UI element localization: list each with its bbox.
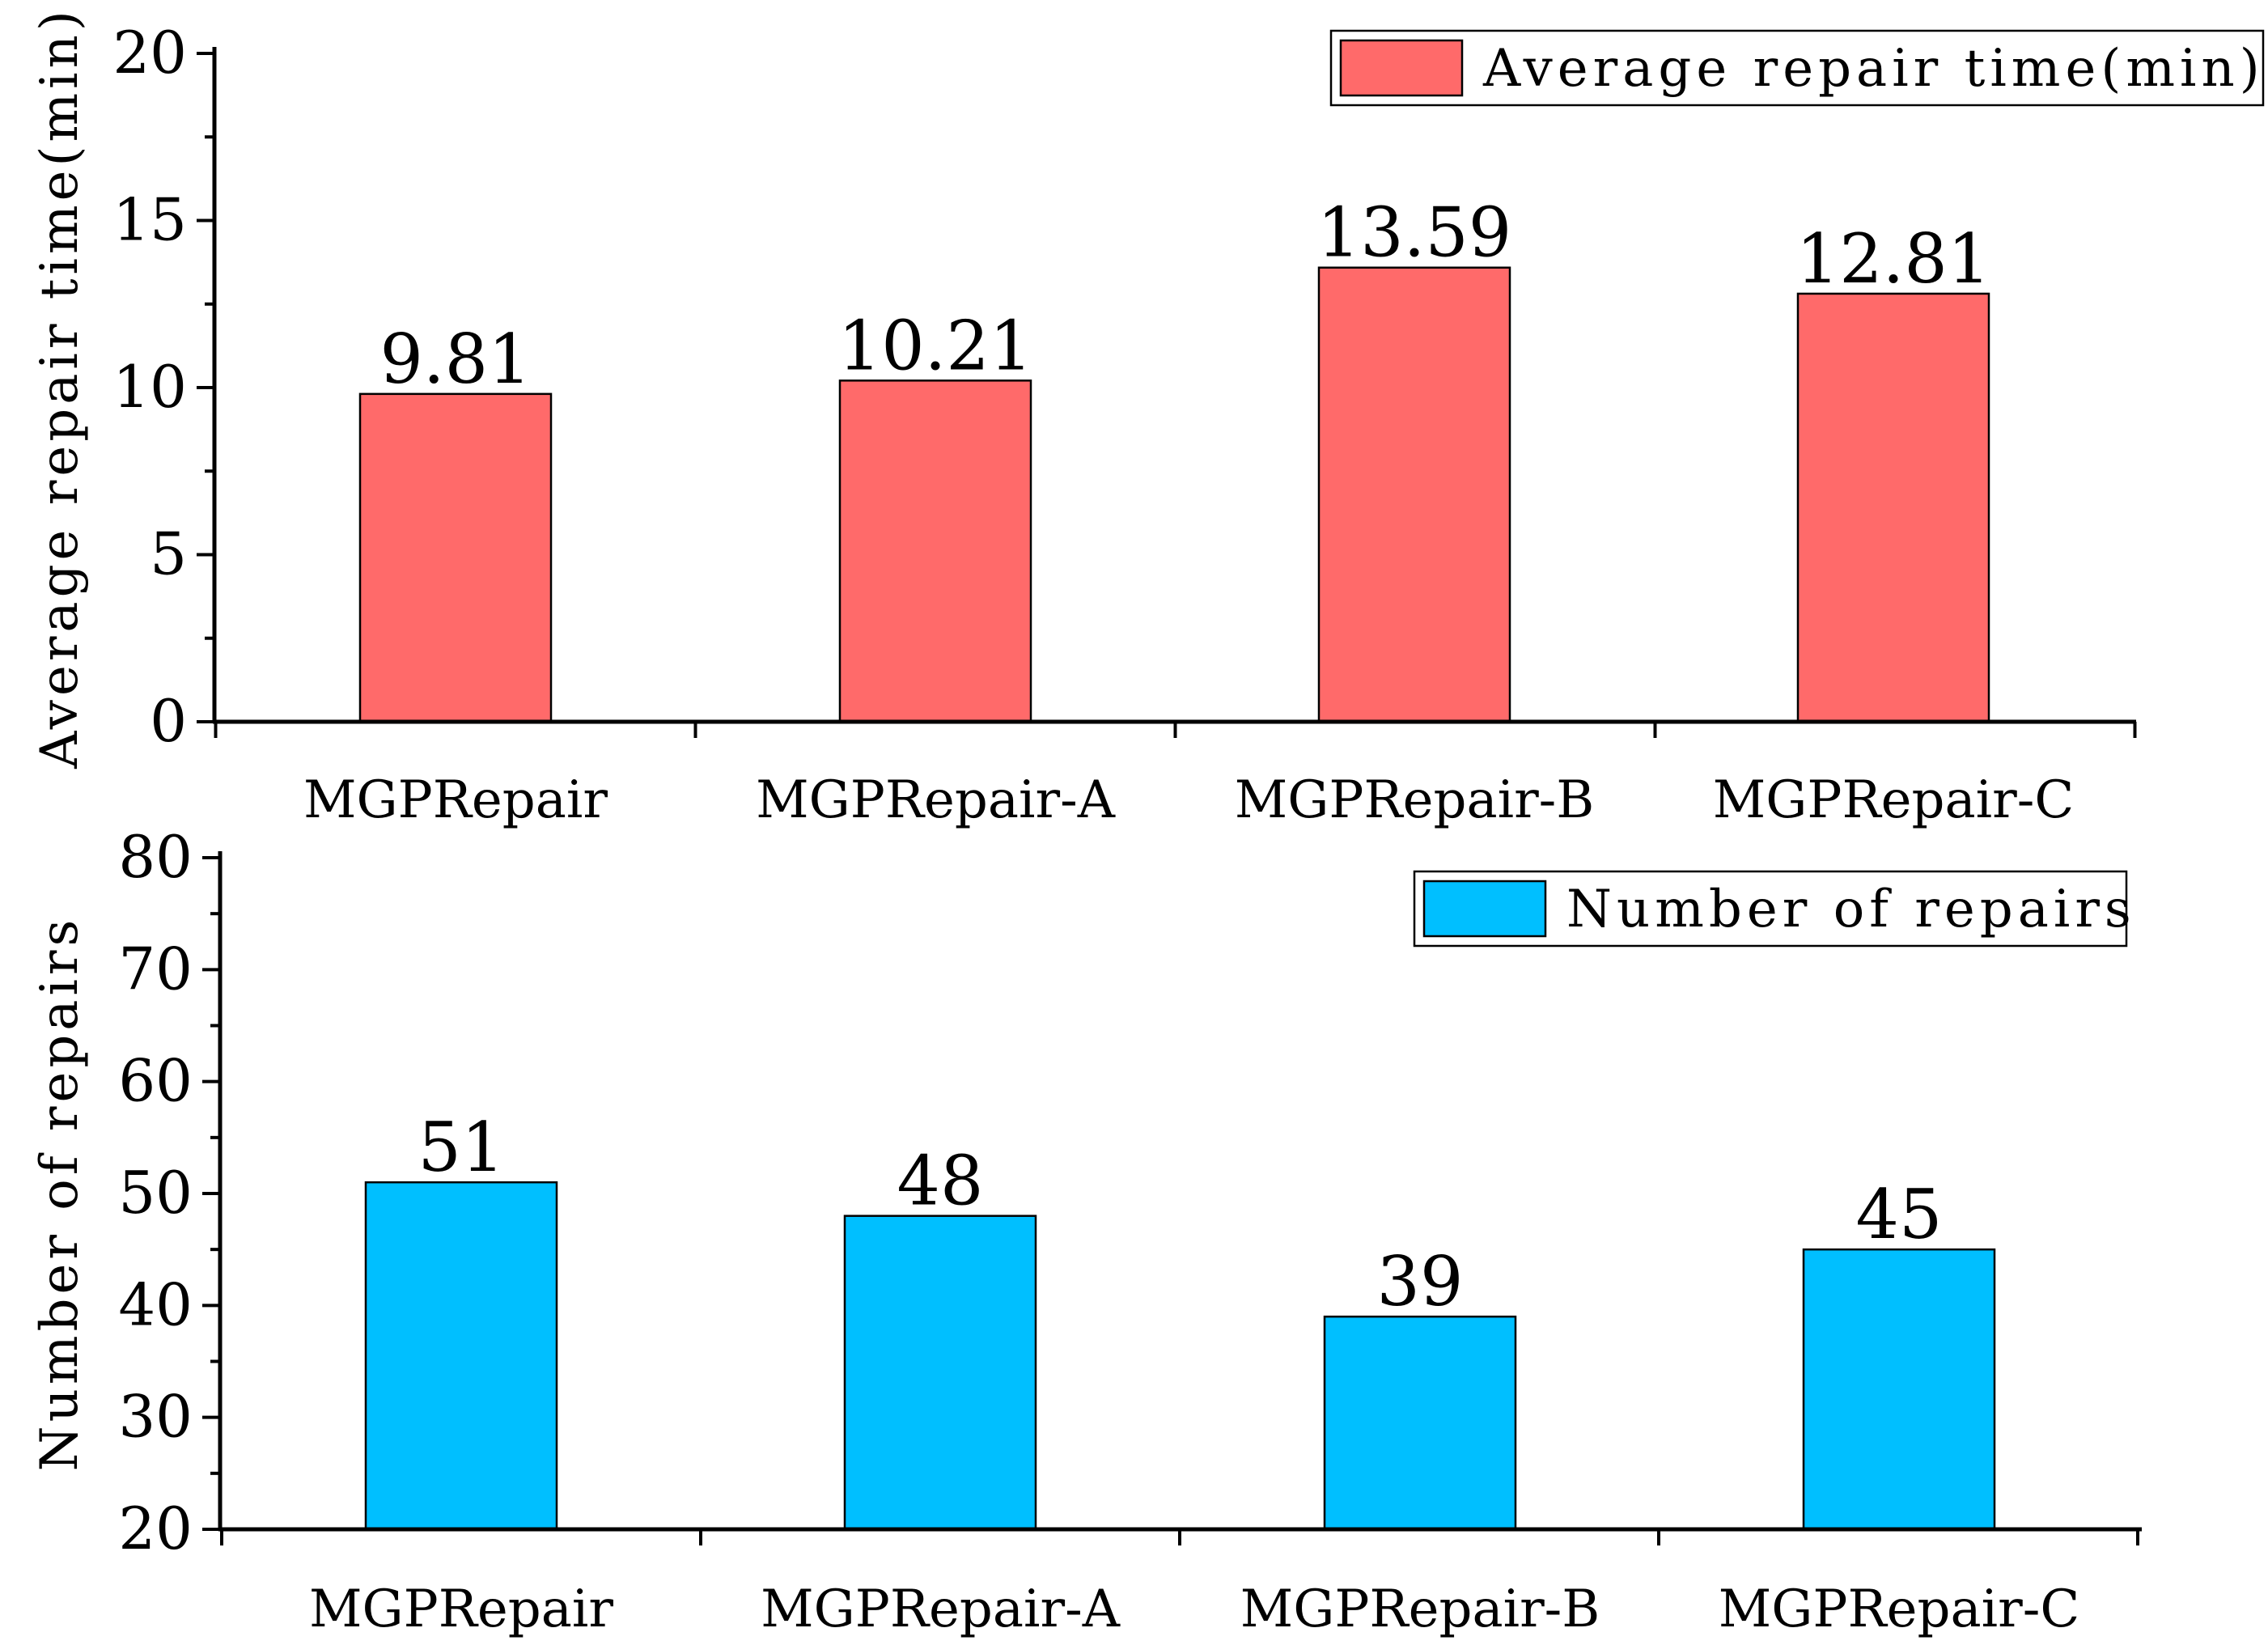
legend-label: Average repair time(min) — [1482, 39, 2265, 99]
bar-mgprepair-c — [1802, 1248, 1996, 1531]
y-axis-title: Number of repairs — [30, 916, 90, 1472]
y-tick-label: 0 — [150, 687, 187, 755]
panel-1: 9.81 10.21 13.59 12.81 0 5 10 15 20 MGPRepair MGPR… — [30, 6, 2265, 830]
x-category-label: MGPRepair-A — [756, 770, 1116, 830]
data-label: 9.81 — [379, 320, 531, 399]
x-category-label: MGPRepair-C — [1713, 770, 2075, 830]
bar-mgprepair-a — [838, 379, 1032, 723]
x-category-label: MGPRepair-B — [1240, 1579, 1600, 1639]
legend: Average repair time(min) — [1329, 29, 2265, 107]
y-tick-label: 60 — [118, 1047, 193, 1115]
data-label: 51 — [418, 1108, 505, 1187]
legend-label: Number of repairs — [1566, 880, 2136, 939]
y-tick-label: 40 — [118, 1270, 193, 1338]
legend-swatch — [1422, 880, 1547, 938]
y-tick-label: 20 — [112, 19, 187, 87]
legend-frame — [1329, 29, 2265, 107]
panel-2: 51 48 39 45 20 30 40 50 60 70 80 MGPRepair MGPRepair… — [30, 823, 2142, 1639]
bar-mgprepair-a — [843, 1215, 1037, 1531]
y-tick-label: 30 — [118, 1383, 193, 1451]
y-tick-label: 5 — [150, 520, 187, 588]
x-category-label: MGPRepair-C — [1719, 1579, 2080, 1639]
x-category-label: MGPRepair — [309, 1579, 613, 1639]
x-category-label: MGPRepair-B — [1235, 770, 1595, 830]
bar-mgprepair — [364, 1181, 558, 1531]
bar-mgprepair-c — [1796, 292, 1990, 723]
bar-mgprepair — [358, 392, 553, 723]
y-tick-label: 20 — [118, 1494, 193, 1562]
legend: Number of repairs — [1413, 870, 2136, 948]
y-tick-label: 70 — [118, 935, 193, 1003]
bar-mgprepair-b — [1323, 1315, 1517, 1531]
x-category-label: MGPRepair — [303, 770, 608, 830]
y-tick-label: 15 — [112, 186, 187, 254]
y-axis-title: Average repair time(min) — [30, 6, 90, 770]
y-tick-label: 50 — [118, 1159, 193, 1227]
bar-mgprepair-b — [1317, 266, 1511, 723]
legend-swatch — [1339, 39, 1464, 97]
data-label: 13.59 — [1317, 193, 1511, 273]
data-label: 48 — [897, 1142, 984, 1221]
y-tick-label: 10 — [112, 353, 187, 421]
data-label: 39 — [1377, 1242, 1464, 1321]
x-category-label: MGPRepair-A — [761, 1579, 1121, 1639]
y-tick-label: 80 — [118, 823, 193, 891]
data-label: 12.81 — [1796, 219, 1990, 299]
data-label: 10.21 — [838, 306, 1032, 385]
data-label: 45 — [1856, 1175, 1943, 1254]
